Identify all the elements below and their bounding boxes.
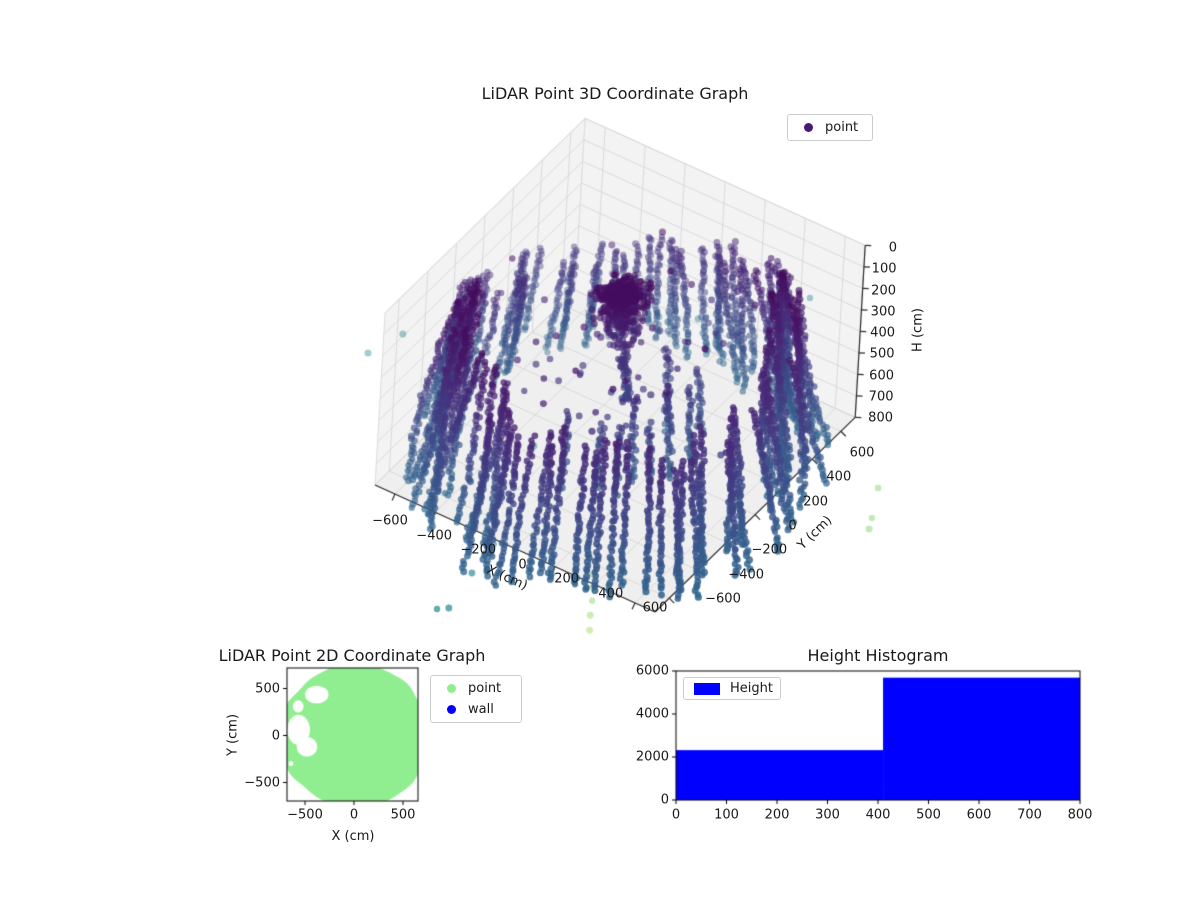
- plot3d-x-tick-label: −200: [460, 542, 497, 558]
- histogram-title: Height Histogram: [807, 646, 949, 665]
- plot2d-x-tick-label: −500: [287, 807, 323, 823]
- legend-label: point: [468, 681, 502, 696]
- histogram-x-tick-label: 200: [764, 807, 790, 823]
- plot2d-x-tick-label: 500: [390, 807, 416, 823]
- point-marker-icon: [447, 684, 456, 693]
- histogram-x-tick-label: 500: [916, 807, 941, 823]
- plot3d-x-tick-label: 400: [598, 586, 624, 601]
- legend-label: wall: [468, 702, 494, 717]
- plot3d-y-tick-label: −200: [751, 542, 788, 558]
- legend-entry-point: point: [796, 117, 864, 138]
- legend-label: Height: [730, 681, 773, 696]
- plot3d-z-tick-label: 400: [870, 325, 895, 341]
- plot3d-y-tick-label: −600: [705, 591, 741, 607]
- plot3d-x-tick-label: 0: [518, 557, 527, 572]
- plot3d-y-tick-label: 0: [788, 518, 797, 534]
- plot3d-y-tick-label: 400: [826, 469, 852, 485]
- plot3d-z-tick-label: 500: [869, 346, 895, 362]
- point-marker-icon: [804, 123, 813, 132]
- plot3d-z-tick-label: 200: [871, 283, 896, 298]
- histogram-x-tick-label: 700: [1017, 807, 1042, 823]
- histogram-x-tick-label: 800: [1067, 807, 1093, 823]
- height-bar-swatch-icon: [694, 682, 720, 695]
- plot3d-z-tick-label: 800: [868, 410, 893, 426]
- plot3d-z-axis-label: H (cm): [910, 308, 926, 352]
- plot2d-y-axis-label: Y (cm): [225, 713, 241, 757]
- plot3d-y-tick-label: 200: [803, 494, 829, 510]
- histogram-x-tick-label: 400: [865, 807, 891, 823]
- plot3d-x-tick-label: −600: [372, 513, 408, 529]
- wall-marker-icon: [447, 705, 456, 714]
- plot3d-z-tick-label: 100: [871, 261, 897, 277]
- histogram-y-tick-label: 0: [660, 792, 669, 808]
- plot2d-y-tick-label: 0: [271, 728, 280, 743]
- plot2d-legend: point wall: [430, 675, 522, 723]
- plot3d-y-tick-label: −400: [728, 567, 765, 583]
- plot2d-x-axis-label: X (cm): [331, 829, 375, 844]
- histogram-y-tick-label: 4000: [635, 706, 669, 722]
- plot2d-title: LiDAR Point 2D Coordinate Graph: [218, 646, 486, 665]
- histogram-y-tick-label: 2000: [635, 749, 669, 765]
- plot3d-legend: point: [787, 114, 873, 141]
- plot3d-y-tick-label: 600: [849, 445, 875, 461]
- plot3d-z-tick-label: 700: [868, 389, 894, 405]
- plot3d-x-tick-label: 200: [554, 571, 580, 587]
- legend-entry-height: Height: [692, 680, 773, 697]
- histogram-x-tick-label: 100: [714, 807, 739, 823]
- plot2d-y-tick-label: −500: [244, 775, 280, 790]
- plot3d-z-tick-label: 0: [888, 240, 897, 256]
- histogram-x-tick-label: 600: [966, 807, 992, 823]
- plot3d-title: LiDAR Point 3D Coordinate Graph: [481, 84, 749, 103]
- plot3d-z-tick-label: 600: [869, 368, 894, 383]
- plot3d-x-tick-label: −400: [416, 528, 453, 543]
- histogram-x-tick-label: 300: [815, 807, 840, 823]
- legend-entry-point: point: [439, 678, 513, 699]
- legend-entry-wall: wall: [439, 699, 513, 720]
- plot3d-z-tick-label: 300: [870, 304, 896, 320]
- histogram-legend: Height: [683, 677, 781, 700]
- histogram-x-tick-label: 0: [671, 807, 681, 823]
- histogram-y-tick-label: 6000: [635, 663, 669, 679]
- plot2d-y-tick-label: 500: [255, 681, 280, 696]
- plot2d-x-tick-label: 0: [349, 807, 359, 823]
- legend-label: point: [825, 120, 859, 135]
- plot3d-x-tick-label: 600: [642, 600, 668, 616]
